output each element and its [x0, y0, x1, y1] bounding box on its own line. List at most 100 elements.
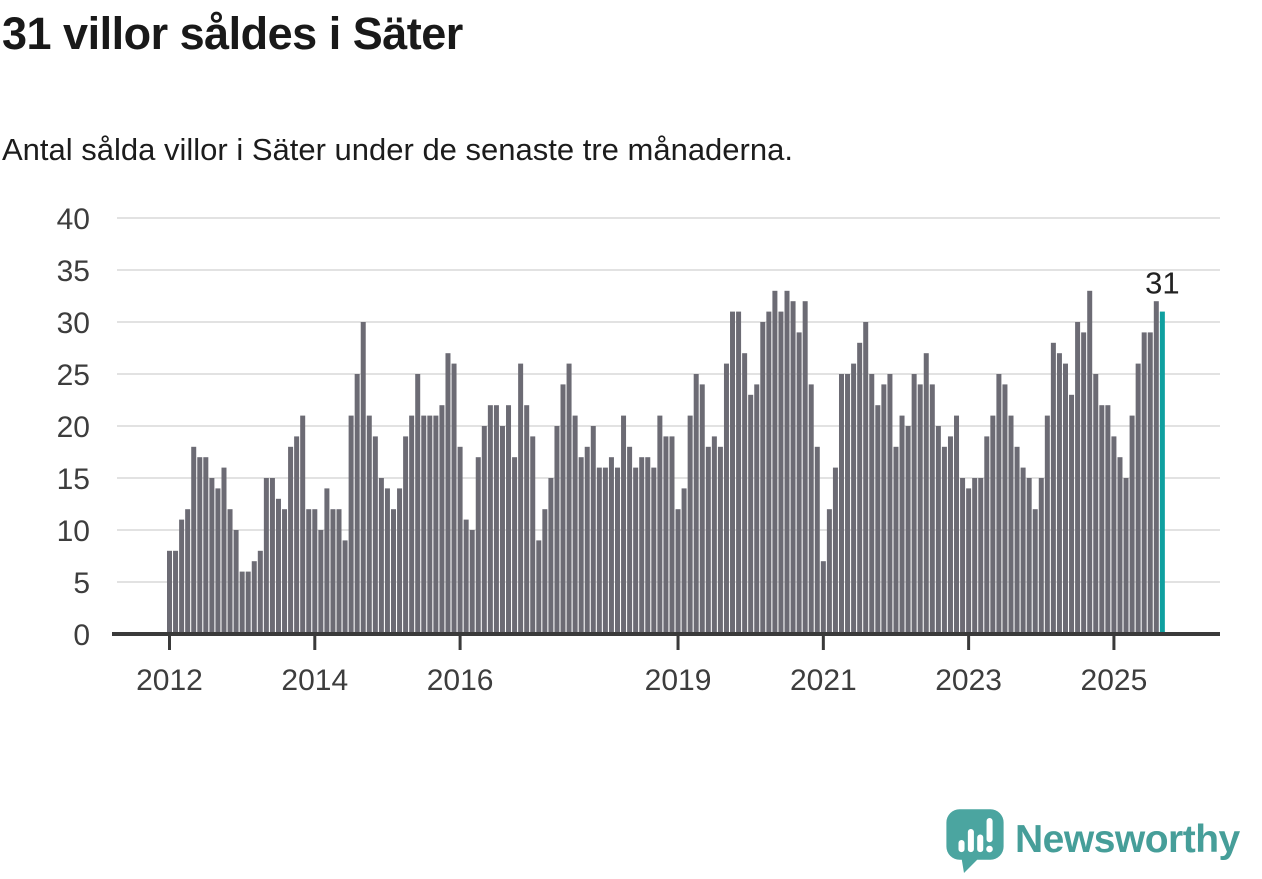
bar: [1135, 363, 1141, 634]
bar: [263, 478, 269, 634]
bar: [935, 426, 941, 634]
bar: [1105, 405, 1111, 634]
gridline: [117, 529, 1220, 531]
bar: [475, 457, 481, 634]
bar: [826, 509, 832, 634]
bar: [233, 530, 239, 634]
bar: [366, 415, 372, 634]
y-axis-tick-label: 20: [57, 411, 90, 444]
bar: [869, 374, 875, 634]
bar: [633, 467, 639, 634]
bar: [512, 457, 518, 634]
bar: [602, 467, 608, 634]
bar: [324, 488, 330, 634]
bar: [203, 457, 209, 634]
bar: [403, 436, 409, 634]
bar: [723, 363, 729, 634]
bar: [893, 446, 899, 634]
bar: [409, 415, 415, 634]
bar: [227, 509, 233, 634]
bar: [427, 415, 433, 634]
bar: [1044, 415, 1050, 634]
bar: [887, 374, 893, 634]
x-axis-tick: [458, 636, 462, 650]
bar: [384, 488, 390, 634]
bar: [584, 446, 590, 634]
bar: [469, 530, 475, 634]
y-axis-tick-label: 40: [57, 203, 90, 236]
bar: [245, 571, 251, 634]
bar: [269, 478, 275, 634]
bar: [608, 457, 614, 634]
bar: [566, 363, 572, 634]
bar: [639, 457, 645, 634]
bar: [578, 457, 584, 634]
bar: [391, 509, 396, 634]
bar: [748, 394, 754, 634]
bar: [251, 561, 257, 634]
x-axis-tick-label: 2025: [1081, 664, 1148, 697]
gridline: [117, 373, 1220, 375]
bar: [947, 436, 953, 634]
bar: [1062, 363, 1068, 634]
bar: [627, 446, 633, 634]
gridline: [117, 321, 1220, 323]
bar: [275, 498, 281, 634]
gridline: [117, 217, 1220, 219]
bar: [1075, 322, 1081, 634]
bar: [215, 488, 221, 634]
bar: [463, 519, 469, 634]
bar: [960, 478, 966, 634]
bar: [221, 467, 227, 634]
y-axis-tick-label: 30: [57, 307, 90, 340]
bar: [693, 374, 699, 634]
bar: [687, 415, 693, 634]
bar: [802, 301, 808, 634]
bar: [530, 436, 536, 634]
bar: [1014, 446, 1020, 634]
bar: [445, 353, 451, 634]
bar: [838, 374, 844, 634]
bar: [645, 457, 651, 634]
x-axis-tick-label: 2021: [790, 664, 857, 697]
bar: [875, 405, 881, 634]
bar: [590, 426, 596, 634]
bar: [1026, 478, 1032, 634]
y-axis-tick-label: 25: [57, 359, 90, 392]
bar: [554, 426, 560, 634]
bar: [542, 509, 548, 634]
bar: [506, 405, 512, 634]
bar: [1117, 457, 1123, 634]
last-value-label: 31: [1145, 266, 1179, 301]
bar: [621, 415, 627, 634]
bar: [772, 290, 778, 634]
bar: [372, 436, 378, 634]
x-axis-tick: [1112, 636, 1116, 650]
bar: [790, 301, 796, 634]
gridline: [117, 425, 1220, 427]
bar: [560, 384, 566, 634]
bar: [663, 436, 669, 634]
bar: [306, 509, 312, 634]
bar: [1056, 353, 1062, 634]
bar: [1020, 467, 1026, 634]
bar: [651, 467, 657, 634]
bar: [360, 322, 366, 634]
bar: [421, 415, 427, 634]
bar: [929, 384, 935, 634]
x-axis-tick-label: 2016: [427, 664, 494, 697]
bar: [675, 509, 681, 634]
bar: [736, 311, 742, 634]
bar: [1153, 301, 1159, 634]
x-axis-tick-label: 2023: [935, 664, 1002, 697]
y-axis-tick-label: 0: [73, 619, 90, 652]
bar: [1093, 374, 1099, 634]
bar: [899, 415, 905, 634]
bar: [1129, 415, 1135, 634]
bar: [742, 353, 748, 634]
bar: [808, 384, 814, 634]
bar: [1050, 342, 1056, 634]
gridline: [117, 477, 1220, 479]
